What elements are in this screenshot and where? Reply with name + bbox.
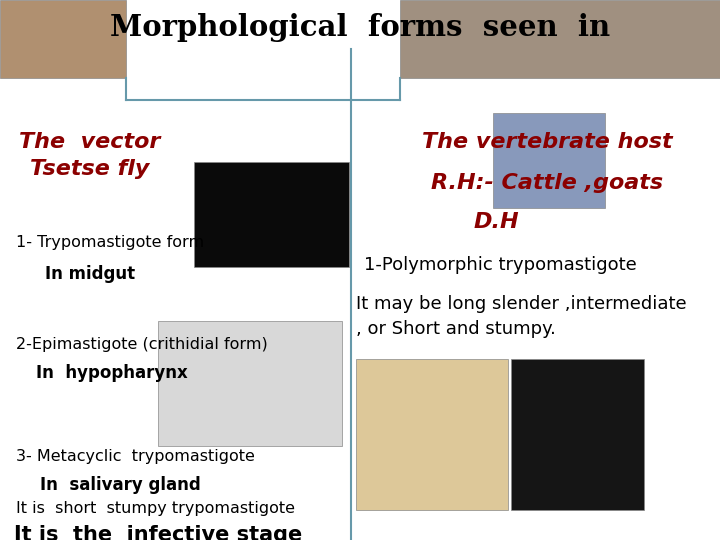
Bar: [158, 321, 342, 446]
Text: The vertebrate host: The vertebrate host: [422, 132, 672, 152]
Text: In midgut: In midgut: [45, 265, 135, 282]
Text: 1- Trypomastigote form: 1- Trypomastigote form: [16, 235, 204, 250]
Text: D.H: D.H: [474, 212, 520, 232]
Bar: [0, 0, 126, 78]
Text: R.H:- Cattle ,goats: R.H:- Cattle ,goats: [431, 173, 663, 193]
Text: In  salivary gland: In salivary gland: [40, 476, 200, 494]
Bar: [194, 162, 349, 267]
Text: 3- Metacyclic  trypomastigote: 3- Metacyclic trypomastigote: [16, 449, 255, 464]
Bar: [493, 113, 605, 208]
Text: It is  the  infective stage: It is the infective stage: [14, 525, 302, 540]
Text: It may be long slender ,intermediate
, or Short and stumpy.: It may be long slender ,intermediate , o…: [356, 295, 687, 339]
Bar: [511, 359, 644, 510]
Bar: [400, 0, 720, 78]
Text: 2-Epimastigote (crithidial form): 2-Epimastigote (crithidial form): [16, 338, 268, 353]
Text: The  vector
Tsetse fly: The vector Tsetse fly: [19, 132, 161, 179]
Text: It is  short  stumpy trypomastigote: It is short stumpy trypomastigote: [16, 501, 295, 516]
Text: In  hypopharynx: In hypopharynx: [36, 364, 188, 382]
Text: Morphological  forms  seen  in: Morphological forms seen in: [110, 14, 610, 43]
Text: 1-Polymorphic trypomastigote: 1-Polymorphic trypomastigote: [364, 256, 636, 274]
Bar: [356, 359, 508, 510]
